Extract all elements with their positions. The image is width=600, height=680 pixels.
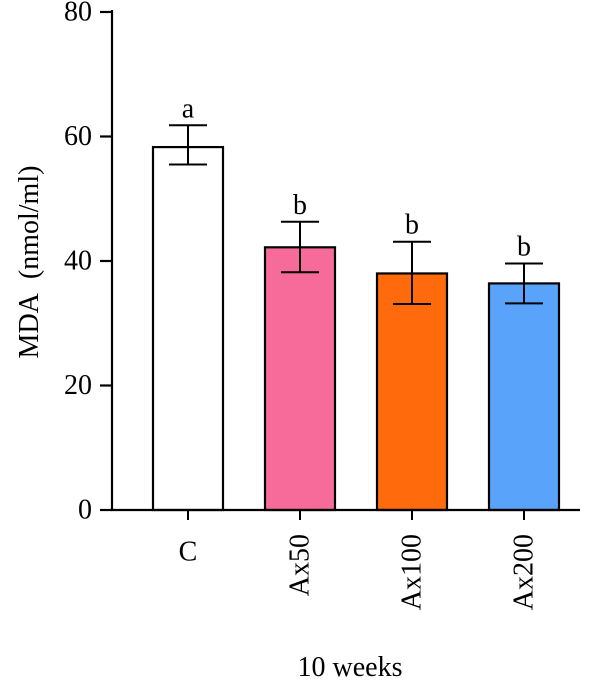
y-tick-label-40: 40	[64, 246, 92, 277]
significance-label-C: a	[182, 93, 195, 124]
axes-layer: C Ax50 Ax100 Ax200 0 20 40 60 80	[64, 0, 580, 610]
significance-label-Ax100: b	[405, 210, 419, 241]
y-tick-label-20: 20	[64, 370, 92, 401]
x-tick-label-Ax200: Ax200	[509, 534, 540, 610]
x-axis-title: 10 weeks	[298, 652, 403, 680]
x-tick-label-Ax50: Ax50	[285, 534, 316, 596]
bar-Ax100	[375, 272, 449, 512]
bar-C	[151, 145, 225, 512]
y-axis-title: MDA (nmol/ml)	[14, 166, 45, 359]
significance-label-Ax50: b	[293, 190, 307, 221]
significance-label-Ax200: b	[517, 231, 531, 262]
x-tick-label-C: C	[179, 537, 198, 568]
bar-Ax200	[487, 282, 561, 512]
x-tick-label-Ax100: Ax100	[397, 534, 428, 610]
y-tick-label-80: 80	[64, 0, 92, 28]
bar-Ax50	[263, 246, 337, 512]
y-tick-label-0: 0	[78, 495, 92, 526]
marks-layer: a b b b	[151, 93, 561, 512]
y-tick-label-60: 60	[64, 121, 92, 152]
